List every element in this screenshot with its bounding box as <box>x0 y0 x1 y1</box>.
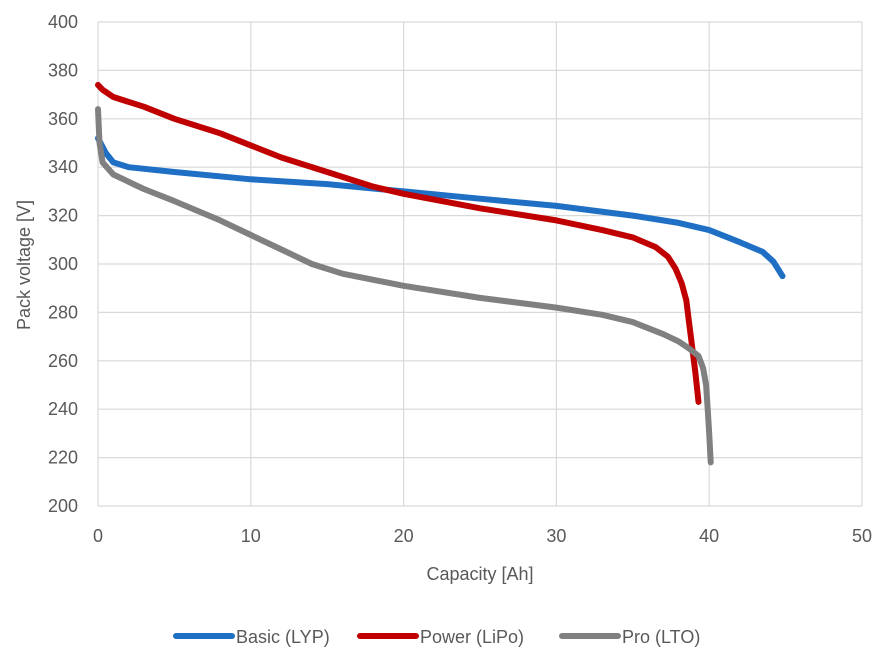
x-tick-label: 20 <box>394 526 414 546</box>
gridlines <box>97 21 863 507</box>
y-tick-label: 360 <box>48 109 78 129</box>
y-tick-label: 380 <box>48 60 78 80</box>
y-tick-label: 320 <box>48 206 78 226</box>
y-tick-label: 280 <box>48 302 78 322</box>
series-line <box>95 135 786 280</box>
x-tick-label: 0 <box>93 526 103 546</box>
y-tick-label: 200 <box>48 496 78 516</box>
x-axis-title: Capacity [Ah] <box>426 564 533 584</box>
y-tick-label: 400 <box>48 12 78 32</box>
y-axis-title: Pack voltage [V] <box>14 200 34 330</box>
series-layer <box>95 81 786 466</box>
y-tick-label: 240 <box>48 399 78 419</box>
x-tick-label: 30 <box>546 526 566 546</box>
y-tick-label: 260 <box>48 351 78 371</box>
series-line <box>95 81 702 405</box>
x-tick-label: 10 <box>241 526 261 546</box>
x-tick-label: 50 <box>852 526 872 546</box>
tick-labels: 200 220 240 260 280 300 320 340 360 380 400 0 10 20 30… <box>48 12 872 546</box>
y-tick-label: 220 <box>48 448 78 468</box>
series-line <box>95 106 714 466</box>
y-tick-label: 340 <box>48 157 78 177</box>
legend-entry: Power (LiPo) <box>420 627 524 647</box>
legend: Basic (LYP) Power (LiPo) Pro (LTO) <box>173 627 700 647</box>
x-tick-label: 40 <box>699 526 719 546</box>
y-tick-label: 300 <box>48 254 78 274</box>
legend-entry: Pro (LTO) <box>622 627 700 647</box>
legend-entry: Basic (LYP) <box>236 627 330 647</box>
